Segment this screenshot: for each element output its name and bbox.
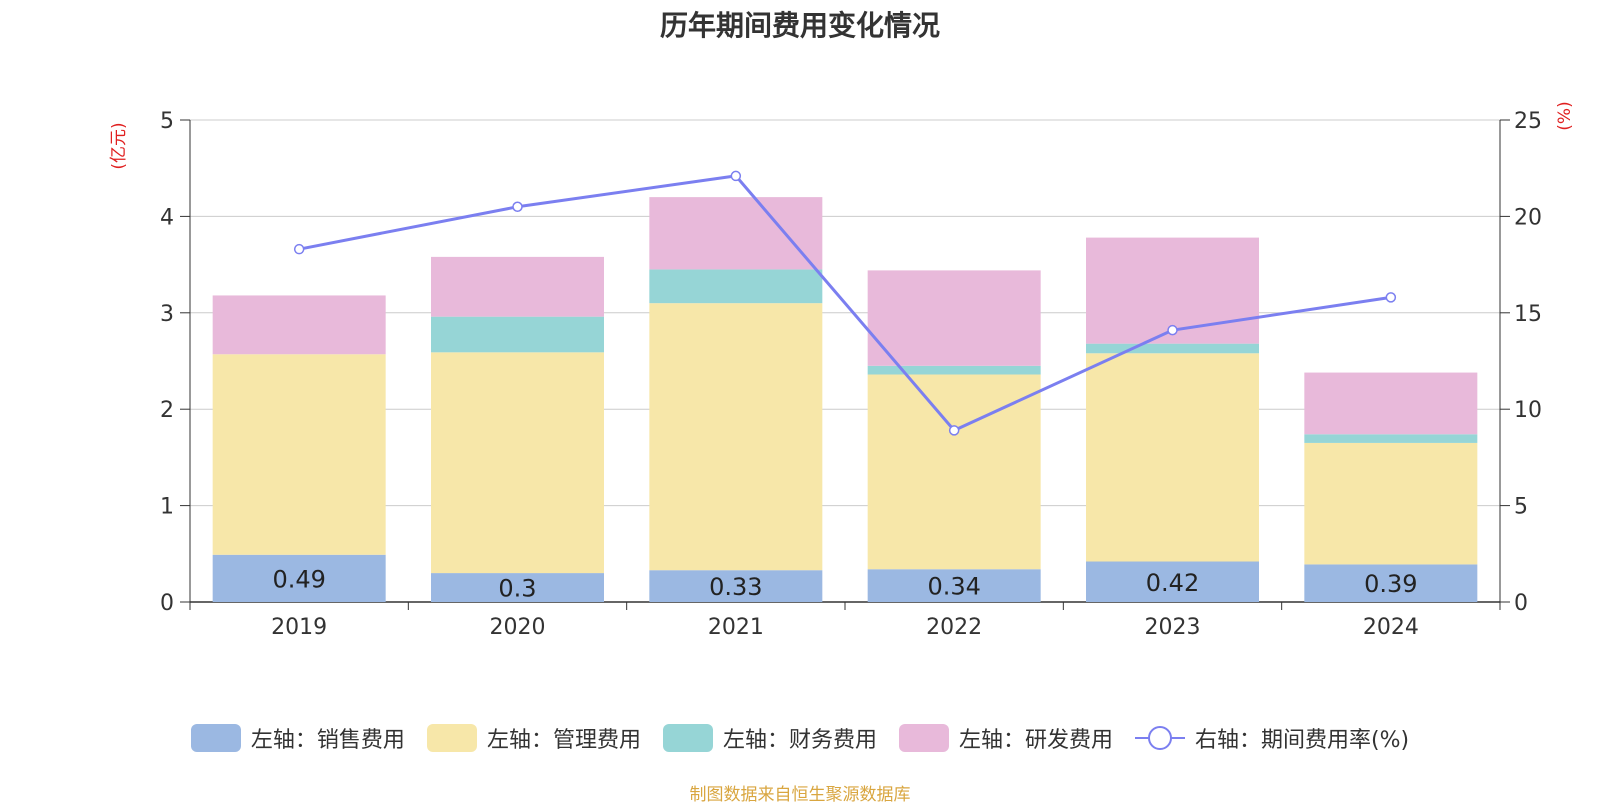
line-point [512,201,523,213]
left-tick-label: 2 [160,398,174,423]
bar-segment [431,573,604,602]
chart: 0 1 2 3 4 5 0 5 10 15 20 25 (亿元) (%) 2019 2020 2021 2022 2… [109,101,1575,640]
legend-swatch [662,724,713,752]
bar-segment [1086,561,1259,602]
line-point [1385,292,1397,303]
line-point [730,170,742,182]
data-label: 0.33 [709,573,762,601]
legend-swatch [898,724,949,752]
source-note: 制图数据来自恒生聚源数据库 [689,785,911,805]
legend-label: 左轴：销售费用 [250,728,405,753]
bar-segment [649,570,823,602]
data-label: 0.34 [927,573,980,601]
line-point [948,425,960,436]
legend-line-marker-icon [1134,724,1185,752]
x-tick-label: 2024 [1363,615,1419,640]
bar-segment [649,303,823,571]
right-tick-label: 15 [1514,302,1542,327]
bar-segment [867,569,1041,602]
bar-segment [867,270,1041,366]
x-tick-label: 2021 [708,615,764,640]
bar-segment [431,316,604,353]
right-axis-unit: (%) [1555,101,1575,130]
data-label: 0.3 [498,575,536,603]
legend-item[interactable]: 左轴：财务费用 [662,722,877,754]
bar-segment [867,365,1041,375]
bar-segment [212,295,386,355]
legend-item[interactable]: 左轴：销售费用 [190,722,405,754]
bar-segment [1304,372,1478,435]
bar-segment [431,352,604,574]
left-tick-label: 3 [160,302,174,327]
bar-segment [649,197,823,270]
right-tick-label: 20 [1514,205,1542,230]
left-tick-label: 4 [160,205,174,230]
left-tick-label: 0 [160,591,174,616]
x-tick-label: 2023 [1145,615,1201,640]
legend-label: 左轴：管理费用 [486,728,641,753]
chart-title: 历年期间费用变化情况 [659,9,940,42]
right-tick-label: 10 [1514,398,1542,423]
left-axis-unit: (亿元) [109,122,129,169]
bar-segment [1304,564,1478,602]
legend-item[interactable]: 左轴：管理费用 [426,722,641,754]
bar-segment [649,269,823,304]
bar-segment [431,256,604,317]
legend-label: 左轴：财务费用 [722,728,877,753]
data-label: 0.42 [1146,569,1199,597]
line-point [1167,324,1178,336]
line-point [293,243,305,255]
legend-swatch [190,724,241,752]
bar-segment [1086,353,1259,562]
series-line [298,174,1392,433]
bar-segment [212,554,386,602]
right-tick-label: 0 [1514,591,1528,616]
data-label: 0.39 [1364,570,1417,598]
bar-segment [867,374,1041,570]
legend-swatch [426,724,477,752]
data-label: 0.49 [272,565,325,593]
legend-item[interactable]: 左轴：研发费用 [898,722,1113,754]
bar-segment [1304,442,1478,565]
legend-item[interactable]: 右轴：期间费用率(%) [1134,722,1410,754]
x-tick-label: 2019 [271,615,327,640]
bar-segment [212,354,386,555]
bar-segment [1304,434,1478,443]
legend-label: 右轴：期间费用率(%) [1194,728,1410,753]
x-tick-label: 2020 [490,615,546,640]
left-tick-label: 1 [160,495,174,520]
right-tick-label: 25 [1514,109,1542,134]
right-tick-label: 5 [1514,495,1528,520]
bar-segment [1086,343,1259,354]
legend: 左轴：销售费用 左轴：管理费用 左轴：财务费用 左轴：研发费用 右轴：期间费用率(%) [0,722,1600,754]
x-tick-label: 2022 [926,615,982,640]
legend-label: 左轴：研发费用 [958,728,1113,753]
left-tick-label: 5 [160,109,174,134]
